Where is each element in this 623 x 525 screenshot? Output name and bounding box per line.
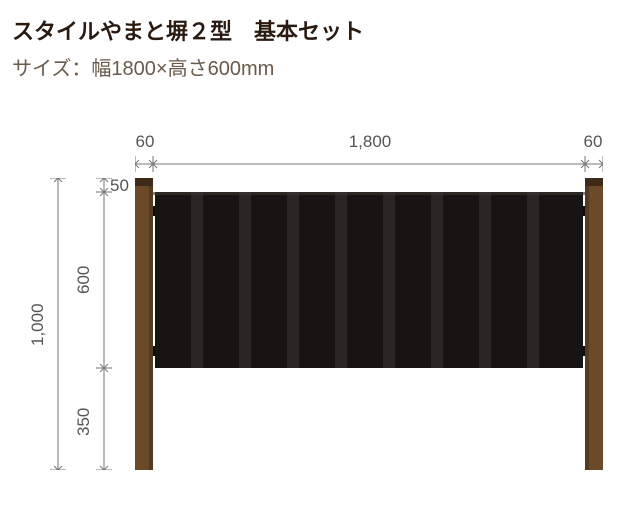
dim-left-total: 1,000 (28, 290, 48, 360)
dim-left-seg-top: 50 (110, 176, 138, 196)
product-title: スタイルやまと塀２型 基本セット (12, 14, 364, 46)
page-root: スタイルやまと塀２型 基本セット サイズ：幅1800×高さ600mm 60 1,… (0, 0, 623, 525)
dim-left-seg-bot: 350 (74, 392, 94, 452)
slats-front (155, 192, 583, 368)
product-subtitle: サイズ：幅1800×高さ600mm (12, 52, 274, 81)
dim-top-center: 1,800 (310, 132, 430, 152)
dimension-line-left-total (48, 178, 68, 470)
dim-top-right: 60 (578, 132, 608, 152)
dim-top-left: 60 (130, 132, 160, 152)
dim-left-seg-mid: 600 (74, 250, 94, 310)
dimension-line-left-segments (94, 178, 114, 470)
dimension-line-top (135, 154, 603, 174)
fence-diagram (135, 178, 605, 478)
